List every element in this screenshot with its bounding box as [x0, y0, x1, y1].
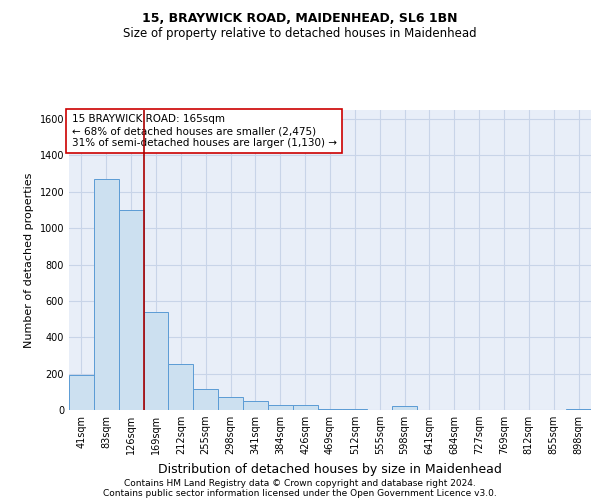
Bar	[317, 409, 343, 410]
Text: 15, BRAYWICK ROAD, MAIDENHEAD, SL6 1BN: 15, BRAYWICK ROAD, MAIDENHEAD, SL6 1BN	[142, 12, 458, 26]
Bar	[193, 389, 218, 410]
Bar	[566, 409, 591, 410]
Text: 15 BRAYWICK ROAD: 165sqm
← 68% of detached houses are smaller (2,475)
31% of sem: 15 BRAYWICK ROAD: 165sqm ← 68% of detach…	[71, 114, 337, 148]
Bar	[69, 376, 94, 410]
Bar	[218, 398, 243, 410]
Text: Contains HM Land Registry data © Crown copyright and database right 2024.: Contains HM Land Registry data © Crown c…	[124, 478, 476, 488]
Text: Size of property relative to detached houses in Maidenhead: Size of property relative to detached ho…	[123, 28, 477, 40]
Text: Contains public sector information licensed under the Open Government Licence v3: Contains public sector information licen…	[103, 488, 497, 498]
X-axis label: Distribution of detached houses by size in Maidenhead: Distribution of detached houses by size …	[158, 462, 502, 475]
Bar	[143, 312, 169, 410]
Bar	[94, 179, 119, 410]
Bar	[243, 401, 268, 410]
Bar	[169, 364, 193, 410]
Bar	[268, 404, 293, 410]
Bar	[293, 406, 317, 410]
Y-axis label: Number of detached properties: Number of detached properties	[24, 172, 34, 348]
Bar	[392, 406, 417, 410]
Bar	[119, 210, 143, 410]
Bar	[343, 409, 367, 410]
